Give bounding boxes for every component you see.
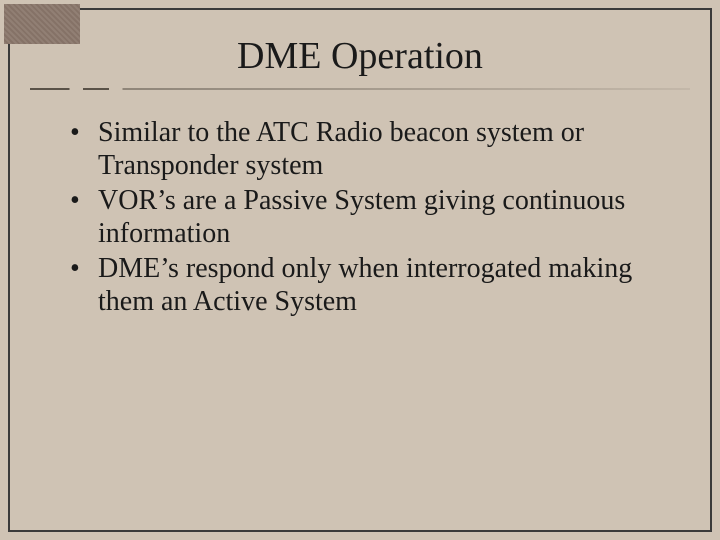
bullet-list: Similar to the ATC Radio beacon system o… — [70, 116, 672, 318]
list-item: DME’s respond only when interrogated mak… — [70, 252, 672, 318]
slide-frame: DME Operation Similar to the ATC Radio b… — [8, 8, 712, 532]
list-item: Similar to the ATC Radio beacon system o… — [70, 116, 672, 182]
slide-title: DME Operation — [10, 10, 710, 78]
slide-background: DME Operation Similar to the ATC Radio b… — [0, 0, 720, 540]
content-area: Similar to the ATC Radio beacon system o… — [10, 90, 710, 318]
corner-texture — [4, 4, 80, 44]
list-item: VOR’s are a Passive System giving contin… — [70, 184, 672, 250]
